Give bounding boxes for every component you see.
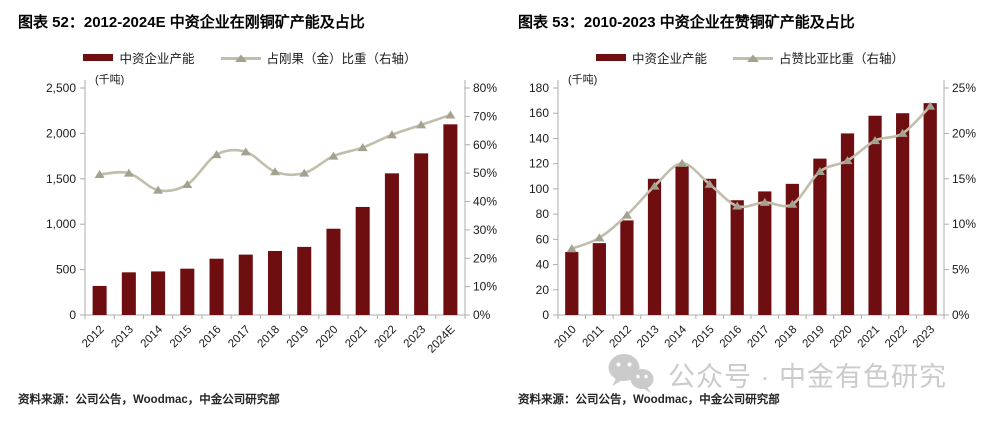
- svg-text:2,500: 2,500: [46, 81, 76, 95]
- congo-copper-bar-line-chart: 0 500 1,000 1,500 2,000 2,500 0% 10% 20% 30% 40% 50…: [46, 73, 497, 356]
- svg-text:2019: 2019: [800, 324, 827, 351]
- svg-text:2020: 2020: [828, 324, 855, 351]
- source-note-zambia: 资料来源：公司公告，Woodmac，中金公司研究部: [518, 394, 780, 406]
- svg-text:2018: 2018: [773, 324, 800, 351]
- svg-text:60%: 60%: [473, 138, 497, 152]
- svg-text:2017: 2017: [226, 324, 253, 351]
- svg-text:2022: 2022: [372, 324, 399, 351]
- svg-text:2024E: 2024E: [425, 323, 457, 355]
- svg-text:40: 40: [536, 258, 550, 272]
- svg-text:(千吨): (千吨): [568, 73, 597, 86]
- svg-text:5%: 5%: [952, 263, 970, 277]
- svg-text:60: 60: [536, 232, 550, 246]
- svg-text:2,000: 2,000: [46, 126, 76, 140]
- svg-text:500: 500: [56, 263, 76, 277]
- svg-text:80: 80: [536, 207, 550, 221]
- svg-text:0%: 0%: [952, 308, 970, 322]
- svg-text:50%: 50%: [473, 166, 497, 180]
- wechat-icon: [608, 354, 654, 393]
- svg-text:1,500: 1,500: [46, 172, 76, 186]
- svg-text:2021: 2021: [856, 324, 883, 351]
- svg-text:0: 0: [69, 308, 76, 322]
- chart-title-congo: 图表 52：2012-2024E 中资企业在刚铜矿产能及占比: [18, 14, 365, 31]
- legend-bar-label: 中资企业产能: [119, 52, 195, 66]
- ratio-line-series: [566, 101, 936, 253]
- svg-text:100: 100: [529, 182, 549, 196]
- svg-text:2014: 2014: [139, 323, 166, 350]
- svg-text:30%: 30%: [473, 223, 497, 237]
- svg-text:1,000: 1,000: [46, 217, 76, 231]
- svg-text:2013: 2013: [109, 324, 136, 351]
- bar-swatch-icon: [595, 54, 626, 61]
- legend-line-label: 占刚果（金）比重（右轴）: [266, 52, 417, 66]
- tick-marks: [80, 87, 470, 319]
- source-note-congo: 资料来源：公司公告，Woodmac，中金公司研究部: [18, 394, 280, 406]
- svg-text:2016: 2016: [718, 324, 745, 351]
- line-swatch-icon: [733, 54, 773, 62]
- svg-text:25%: 25%: [952, 81, 976, 95]
- svg-text:2022: 2022: [883, 324, 910, 351]
- ratio-line-series: [94, 110, 456, 194]
- svg-text:2019: 2019: [285, 324, 312, 351]
- svg-text:2018: 2018: [256, 324, 283, 351]
- chart-title-zambia: 图表 53：2010-2023 中资企业在赞铜矿产能及占比: [518, 14, 855, 31]
- bars-series: [565, 103, 937, 315]
- congo-chart-panel: 图表 52：2012-2024E 中资企业在刚铜矿产能及占比 中资企业产能 占刚…: [0, 14, 500, 406]
- zambia-chart-panel: 图表 53：2010-2023 中资企业在赞铜矿产能及占比 中资企业产能 占赞比…: [500, 0, 1000, 421]
- bars-series: [92, 124, 458, 315]
- svg-text:0: 0: [542, 308, 549, 322]
- legend-zambia: 中资企业产能 占赞比亚比重（右轴）: [500, 48, 1000, 67]
- svg-text:2015: 2015: [168, 324, 195, 351]
- svg-text:2020: 2020: [314, 324, 341, 351]
- svg-text:140: 140: [529, 131, 549, 145]
- svg-text:20: 20: [536, 283, 550, 297]
- svg-text:20%: 20%: [473, 251, 497, 265]
- legend-item-line: 占赞比亚比重（右轴）: [733, 48, 904, 67]
- legend-item-line: 占刚果（金）比重（右轴）: [220, 48, 417, 67]
- line-swatch-icon: [220, 54, 261, 62]
- legend-line-label: 占赞比亚比重（右轴）: [779, 52, 905, 66]
- svg-text:2010: 2010: [552, 324, 579, 351]
- svg-text:2013: 2013: [635, 324, 662, 351]
- svg-text:2023: 2023: [911, 324, 938, 351]
- svg-text:15%: 15%: [952, 172, 976, 186]
- svg-text:80%: 80%: [473, 81, 497, 95]
- svg-text:2012: 2012: [607, 324, 634, 351]
- svg-text:(千吨): (千吨): [95, 73, 124, 86]
- svg-text:2014: 2014: [663, 323, 690, 350]
- bar-swatch-icon: [83, 54, 114, 61]
- watermark-text: 公众号 · 中金有色研究: [668, 361, 947, 392]
- svg-text:180: 180: [529, 81, 549, 95]
- wechat-watermark: 公众号 · 中金有色研究: [606, 352, 947, 396]
- svg-text:2016: 2016: [197, 324, 224, 351]
- svg-text:2021: 2021: [343, 324, 370, 351]
- legend-item-bar: 中资企业产能: [595, 48, 707, 67]
- axes: [557, 80, 948, 316]
- svg-text:160: 160: [529, 106, 549, 120]
- legend-item-bar: 中资企业产能: [83, 48, 195, 67]
- tick-marks: [553, 87, 949, 319]
- legend-congo: 中资企业产能 占刚果（金）比重（右轴）: [0, 48, 500, 67]
- svg-text:2023: 2023: [402, 324, 429, 351]
- svg-text:120: 120: [529, 157, 549, 171]
- svg-text:40%: 40%: [473, 195, 497, 209]
- svg-text:2017: 2017: [745, 324, 772, 351]
- svg-text:0%: 0%: [473, 308, 491, 322]
- svg-text:10%: 10%: [952, 217, 976, 231]
- svg-text:20%: 20%: [952, 126, 976, 140]
- svg-text:2012: 2012: [80, 324, 107, 351]
- legend-bar-label: 中资企业产能: [631, 52, 707, 66]
- zambia-copper-bar-line-chart: 0 20 40 60 80 100 120 140 160 180 0% 5% 10% 15% 20% 25%…: [529, 73, 976, 351]
- svg-text:10%: 10%: [473, 280, 497, 294]
- svg-text:2011: 2011: [581, 324, 607, 350]
- svg-text:2015: 2015: [690, 324, 717, 351]
- svg-text:70%: 70%: [473, 109, 497, 123]
